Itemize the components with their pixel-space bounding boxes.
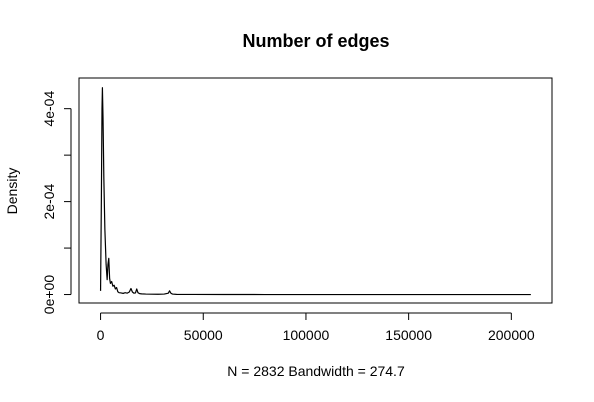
x-tick-label: 100000 [283,327,330,343]
y-axis: 0e+00 2e-04 4e-04 [41,91,72,315]
x-axis: 0 50000 100000 150000 200000 [97,312,535,343]
x-tick-label: 0 [97,327,105,343]
x-tick-label: 150000 [385,327,432,343]
density-curve [99,87,531,296]
y-axis-label: Density [4,168,20,215]
plot-frame [78,77,553,304]
y-tick-label: 2e-04 [41,183,57,219]
x-axis-label: N = 2832 Bandwidth = 274.7 [227,363,405,379]
chart-title: Number of edges [242,31,389,51]
x-tick-label: 50000 [184,327,223,343]
x-tick-label: 200000 [488,327,535,343]
y-tick-label: 4e-04 [41,91,57,127]
y-tick-label: 0e+00 [41,275,57,315]
